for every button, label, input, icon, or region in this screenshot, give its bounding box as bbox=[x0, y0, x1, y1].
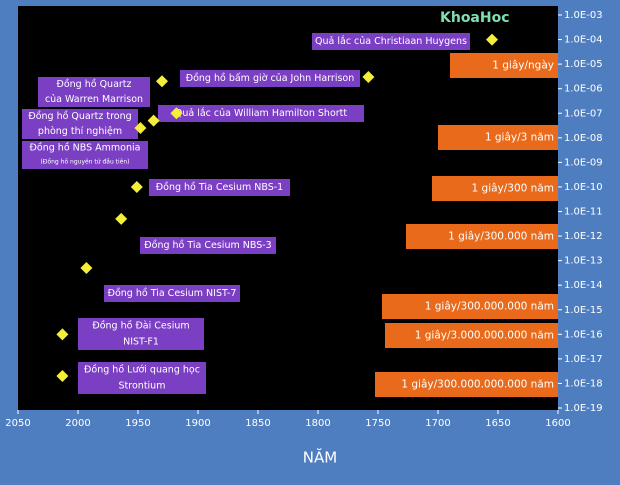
label-box bbox=[104, 285, 240, 302]
point-label: Đồng hồ Lưới quang học bbox=[84, 365, 200, 376]
label-box bbox=[180, 70, 360, 87]
note-box bbox=[450, 53, 558, 78]
x-tick-label: 1900 bbox=[185, 418, 210, 429]
point-label: Đồng hồ Đài Cesium bbox=[92, 321, 189, 332]
point-label: Đồng hồ Quartz bbox=[56, 79, 131, 90]
note-box bbox=[432, 176, 558, 201]
note-box bbox=[438, 125, 558, 150]
point-label: Đồng hồ bấm giờ của John Harrison bbox=[186, 73, 355, 84]
point-label: Đồng hồ Tia Cesium NIST-7 bbox=[108, 288, 237, 299]
x-tick-label: 1950 bbox=[125, 418, 150, 429]
y-tick-label: 1.0E-12 bbox=[564, 231, 603, 242]
point-label: của Warren Marrison bbox=[45, 94, 143, 105]
label-box bbox=[312, 33, 470, 50]
y-tick-label: 1.0E-10 bbox=[564, 182, 603, 193]
x-tick-label: 1600 bbox=[545, 418, 570, 429]
y-tick-label: 1.0E-13 bbox=[564, 256, 603, 267]
note-label: 1 giây/3.000.000.000 năm bbox=[415, 330, 554, 342]
y-tick-label: 1.0E-18 bbox=[564, 378, 603, 389]
note-label: 1 giây/300.000 năm bbox=[448, 231, 554, 243]
y-tick-label: 1.0E-11 bbox=[564, 207, 603, 218]
point-label: phòng thí nghiệm bbox=[38, 126, 122, 137]
point-label: Quả lắc của William Hamilton Shortt bbox=[175, 108, 348, 119]
y-tick-label: 1.0E-05 bbox=[564, 59, 603, 70]
note-label: 1 giây/ngày bbox=[492, 60, 554, 72]
note-box bbox=[382, 294, 558, 319]
point-label: Đồng hồ Quartz trong bbox=[28, 111, 131, 122]
label-box bbox=[22, 141, 148, 169]
note-box bbox=[385, 323, 558, 348]
note-label: 1 giây/300.000.000.000 năm bbox=[401, 379, 554, 391]
marker bbox=[170, 107, 183, 120]
y-tick-label: 1.0E-04 bbox=[564, 35, 603, 46]
label-box bbox=[140, 237, 276, 254]
marker bbox=[80, 262, 93, 275]
y-tick-label: 1.0E-17 bbox=[564, 354, 603, 365]
marker bbox=[147, 114, 160, 127]
x-tick-label: 1800 bbox=[305, 418, 330, 429]
label-box bbox=[38, 77, 150, 107]
y-tick-label: 1.0E-14 bbox=[564, 280, 603, 291]
y-tick-label: 1.0E-09 bbox=[564, 157, 603, 168]
label-box bbox=[78, 318, 204, 350]
x-axis-label: NĂM bbox=[303, 448, 337, 467]
note-label: 1 giây/3 năm bbox=[485, 132, 554, 144]
label-box bbox=[78, 362, 206, 394]
y-tick-label: 1.0E-03 bbox=[564, 10, 603, 21]
point-label: Đồng hồ Tia Cesium NBS-1 bbox=[156, 182, 283, 193]
note-box bbox=[375, 372, 558, 397]
marker bbox=[56, 328, 69, 341]
note-box bbox=[406, 224, 558, 249]
watermark: KhoaHoc bbox=[440, 10, 510, 26]
x-tick-label: 1850 bbox=[245, 418, 270, 429]
label-box bbox=[158, 105, 364, 122]
point-label: Đồng hồ NBS Ammonia bbox=[30, 143, 141, 154]
marker bbox=[115, 212, 128, 225]
y-tick-label: 1.0E-16 bbox=[564, 329, 603, 340]
y-tick-label: 1.0E-08 bbox=[564, 133, 603, 144]
point-sublabel: (Đồng hồ nguyên tử đầu tiên) bbox=[40, 158, 129, 166]
point-label: NIST-F1 bbox=[123, 337, 159, 348]
point-label: Quả lắc của Christiaan Huygens bbox=[315, 36, 467, 47]
marker bbox=[130, 180, 143, 193]
x-tick-label: 1750 bbox=[365, 418, 390, 429]
note-label: 1 giây/300 năm bbox=[472, 183, 554, 195]
marker bbox=[486, 33, 498, 46]
y-tick-label: 1.0E-07 bbox=[564, 108, 603, 119]
marker bbox=[134, 122, 147, 135]
x-tick-label: 2000 bbox=[65, 418, 90, 429]
x-tick-label: 2050 bbox=[5, 418, 30, 429]
marker bbox=[156, 75, 168, 88]
point-label: Đồng hồ Tia Cesium NBS-3 bbox=[144, 240, 271, 251]
point-label: Strontium bbox=[119, 381, 166, 392]
marker bbox=[362, 70, 375, 83]
note-label: 1 giây/300.000.000 năm bbox=[425, 301, 554, 313]
label-box bbox=[149, 179, 290, 196]
x-tick-label: 1700 bbox=[425, 418, 450, 429]
y-tick-label: 1.0E-15 bbox=[564, 305, 603, 316]
y-tick-label: 1.0E-19 bbox=[564, 403, 603, 414]
marker bbox=[56, 370, 69, 383]
y-tick-label: 1.0E-06 bbox=[564, 84, 603, 95]
x-tick-label: 1650 bbox=[485, 418, 510, 429]
label-box bbox=[22, 109, 138, 139]
